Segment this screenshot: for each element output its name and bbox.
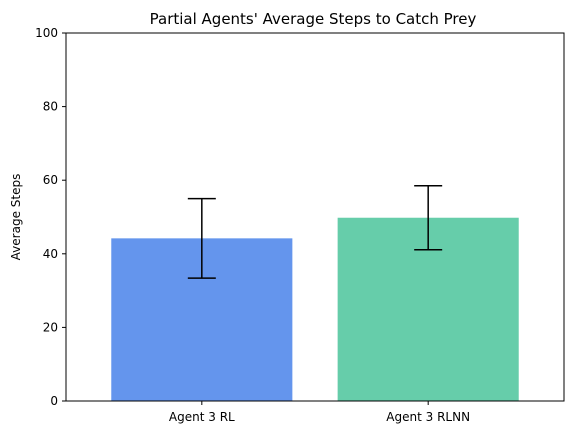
x-tick-label-2: Agent 3 RLNN bbox=[386, 410, 470, 424]
y-axis-title: Average Steps bbox=[9, 174, 23, 261]
chart-title: Partial Agents' Average Steps to Catch P… bbox=[150, 10, 477, 28]
plot-area: Agent 3 RL Agent 3 RLNN 0 20 40 60 80 100 bbox=[35, 26, 564, 424]
y-tick-label-3: 40 bbox=[43, 247, 58, 261]
x-tick-label-1: Agent 3 RL bbox=[169, 410, 235, 424]
y-tick-label-1: 0 bbox=[50, 394, 58, 408]
y-tick-label-5: 80 bbox=[43, 100, 58, 114]
y-tick-label-2: 20 bbox=[43, 320, 58, 334]
y-tick-label-4: 60 bbox=[43, 173, 58, 187]
y-tick-label-6: 100 bbox=[35, 26, 58, 40]
